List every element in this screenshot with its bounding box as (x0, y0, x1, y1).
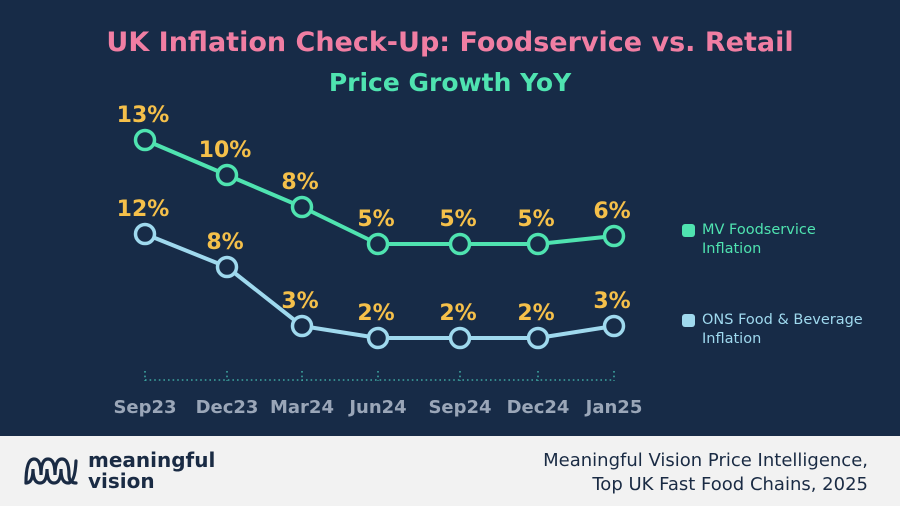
source-line: Meaningful Vision Price Intelligence, (543, 450, 868, 471)
x-tick-label: Jan25 (584, 397, 643, 418)
line-chart: Sep23 Dec23 Mar24 Jun24 Sep24 Dec24 Jan25 13% 10… (113, 103, 643, 418)
data-point (448, 232, 472, 256)
data-point (602, 314, 626, 338)
logo-line: vision (88, 469, 155, 493)
legend-label-line: Inflation (702, 241, 762, 257)
legend-swatch-foodservice (682, 224, 695, 237)
legend-label-ons: ONS Food & Beverage Inflation (702, 311, 877, 349)
data-point (133, 128, 157, 152)
x-tick-label: Dec23 (196, 397, 259, 418)
data-point (290, 314, 314, 338)
data-point (366, 232, 390, 256)
data-label: 6% (593, 199, 630, 224)
data-point (133, 222, 157, 246)
x-tick-label: Sep24 (428, 397, 491, 418)
x-tick-label: Mar24 (270, 397, 334, 418)
footer: meaningful vision Meaningful Vision Pric… (0, 436, 900, 506)
meaningful-vision-logo: meaningful vision (22, 450, 215, 492)
data-label: 8% (206, 230, 243, 255)
x-tick-label: Sep23 (113, 397, 176, 418)
data-label: 2% (357, 301, 394, 326)
data-label: 12% (117, 197, 170, 222)
data-point (526, 232, 550, 256)
logo-line: meaningful (88, 448, 216, 472)
data-label: 3% (593, 289, 630, 314)
legend-label-line: MV Foodservice (702, 222, 816, 238)
legend-item-ons: ONS Food & Beverage Inflation (682, 311, 877, 349)
data-label: 2% (439, 301, 476, 326)
data-point (448, 326, 472, 350)
legend-swatch-ons (682, 314, 695, 327)
legend-label-line: ONS Food & Beverage (702, 312, 863, 328)
data-label: 5% (439, 207, 476, 232)
chart-title: UK Inflation Check-Up: Foodservice vs. R… (106, 27, 794, 58)
data-point (526, 326, 550, 350)
data-label: 10% (199, 138, 252, 163)
x-tick-label: Jun24 (347, 397, 406, 418)
data-point (366, 326, 390, 350)
data-label: 5% (517, 207, 554, 232)
meaningful-vision-logo-icon (24, 457, 78, 485)
source-line: Top UK Fast Food Chains, 2025 (592, 474, 868, 495)
logo-wordmark: meaningful vision (88, 450, 215, 492)
chart-subtitle: Price Growth YoY (328, 68, 572, 97)
data-label: 2% (517, 301, 554, 326)
legend-label-line: Inflation (702, 331, 762, 347)
data-label: 8% (281, 170, 318, 195)
data-label: 5% (357, 207, 394, 232)
x-tick-label: Dec24 (507, 397, 570, 418)
legend-item-foodservice: MV Foodservice Inflation (682, 221, 877, 259)
data-label: 13% (117, 103, 170, 128)
source-note: Meaningful Vision Price Intelligence, To… (543, 449, 868, 497)
data-point (602, 224, 626, 248)
legend-label-foodservice: MV Foodservice Inflation (702, 221, 877, 259)
data-point (215, 255, 239, 279)
data-point (215, 163, 239, 187)
data-point (290, 195, 314, 219)
data-label: 3% (281, 289, 318, 314)
